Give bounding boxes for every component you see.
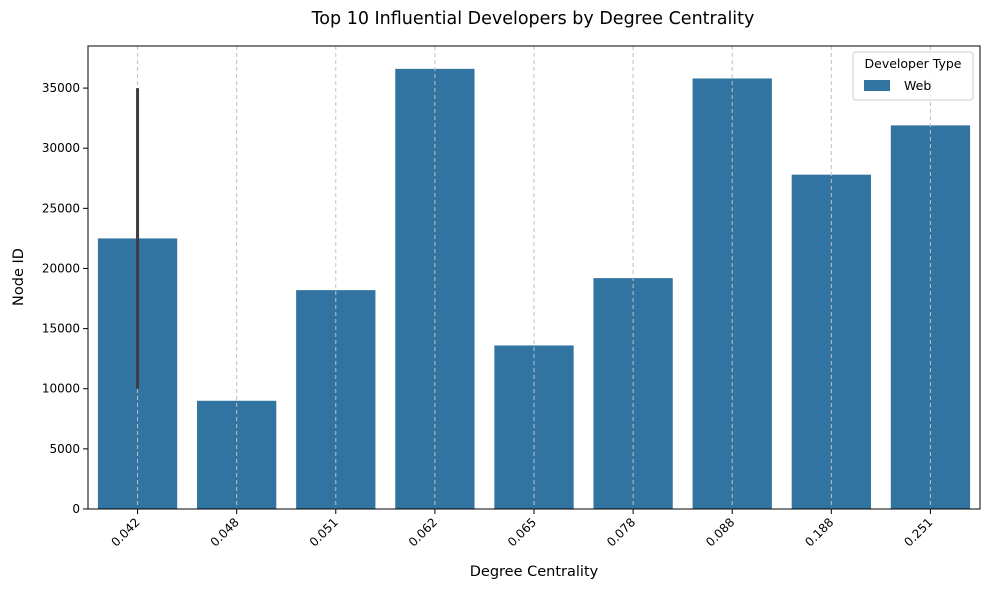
x-axis-title: Degree Centrality: [470, 564, 599, 580]
x-tick-label-0.078: 0.078: [604, 515, 638, 549]
x-axis: 0.042 0.048 0.051 0.062 0.065 0.078 0.088 0.188…: [108, 509, 936, 549]
bars-layer: [97, 68, 971, 510]
legend-title: Developer Type: [865, 56, 962, 71]
y-tick-label-5000: 5000: [49, 442, 80, 456]
bar-0.062: [395, 68, 475, 509]
x-tick-label-0.065: 0.065: [505, 515, 539, 549]
y-tick-label-35000: 35000: [42, 81, 80, 95]
y-tick-label-0: 0: [72, 502, 80, 516]
x-tick-label-0.188: 0.188: [802, 515, 836, 549]
legend-label-web: Web: [904, 78, 931, 93]
x-tick-label-0.088: 0.088: [703, 515, 737, 549]
chart-title: Top 10 Influential Developers by Degree …: [311, 9, 755, 29]
y-axis: 0 5000 10000 15000 20000 25000 30000 35000: [42, 81, 88, 516]
y-axis-title: Node ID: [11, 248, 27, 306]
y-tick-label-25000: 25000: [42, 201, 80, 215]
x-tick-label-0.042: 0.042: [108, 515, 142, 549]
x-tick-label-0.048: 0.048: [208, 515, 242, 549]
y-tick-label-10000: 10000: [42, 382, 80, 396]
legend-swatch: [864, 80, 890, 91]
y-tick-label-20000: 20000: [42, 261, 80, 275]
y-tick-label-15000: 15000: [42, 322, 80, 336]
x-tick-label-0.051: 0.051: [307, 515, 341, 549]
legend: Developer Type Web: [852, 51, 974, 101]
bar-0.078: [593, 278, 673, 509]
y-tick-label-30000: 30000: [42, 141, 80, 155]
x-tick-label-0.251: 0.251: [901, 515, 935, 549]
x-tick-label-0.062: 0.062: [406, 515, 440, 549]
